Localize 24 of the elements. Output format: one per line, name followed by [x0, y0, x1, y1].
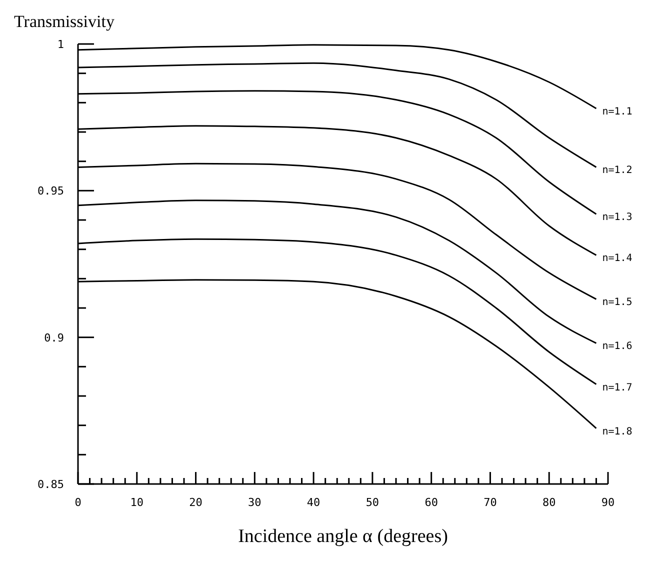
- x-tick-label: 60: [424, 496, 438, 509]
- x-axis-title: Incidence angle α (degrees): [238, 526, 448, 547]
- series-label: n=1.2: [602, 165, 632, 176]
- y-tick-label: 0.95: [38, 184, 64, 198]
- series-label: n=1.3: [602, 212, 632, 224]
- x-tick-label: 50: [366, 496, 380, 509]
- y-tick-label: 0.85: [38, 478, 64, 491]
- series-label: n=1.6: [602, 341, 632, 352]
- y-tick-label: 1: [57, 38, 64, 51]
- x-tick-label: 80: [542, 496, 556, 509]
- x-tick-label: 10: [130, 496, 144, 509]
- series-label: n=1.7: [602, 382, 632, 394]
- x-tick-label: 30: [248, 496, 262, 509]
- y-axis-title: Transmissivity: [13, 11, 116, 33]
- y-tick-label: 0.9: [44, 331, 64, 344]
- series-label: n=1.5: [602, 297, 632, 308]
- series-label: n=1.1: [602, 106, 632, 118]
- x-tick-label: 0: [74, 496, 82, 509]
- series-label: n=1.8: [602, 426, 632, 438]
- series-label: n=1.4: [602, 253, 632, 264]
- x-tick-label: 90: [601, 496, 615, 509]
- x-tick-label: 20: [189, 496, 202, 509]
- x-tick-label: 70: [484, 496, 497, 509]
- x-tick-label: 40: [306, 496, 320, 509]
